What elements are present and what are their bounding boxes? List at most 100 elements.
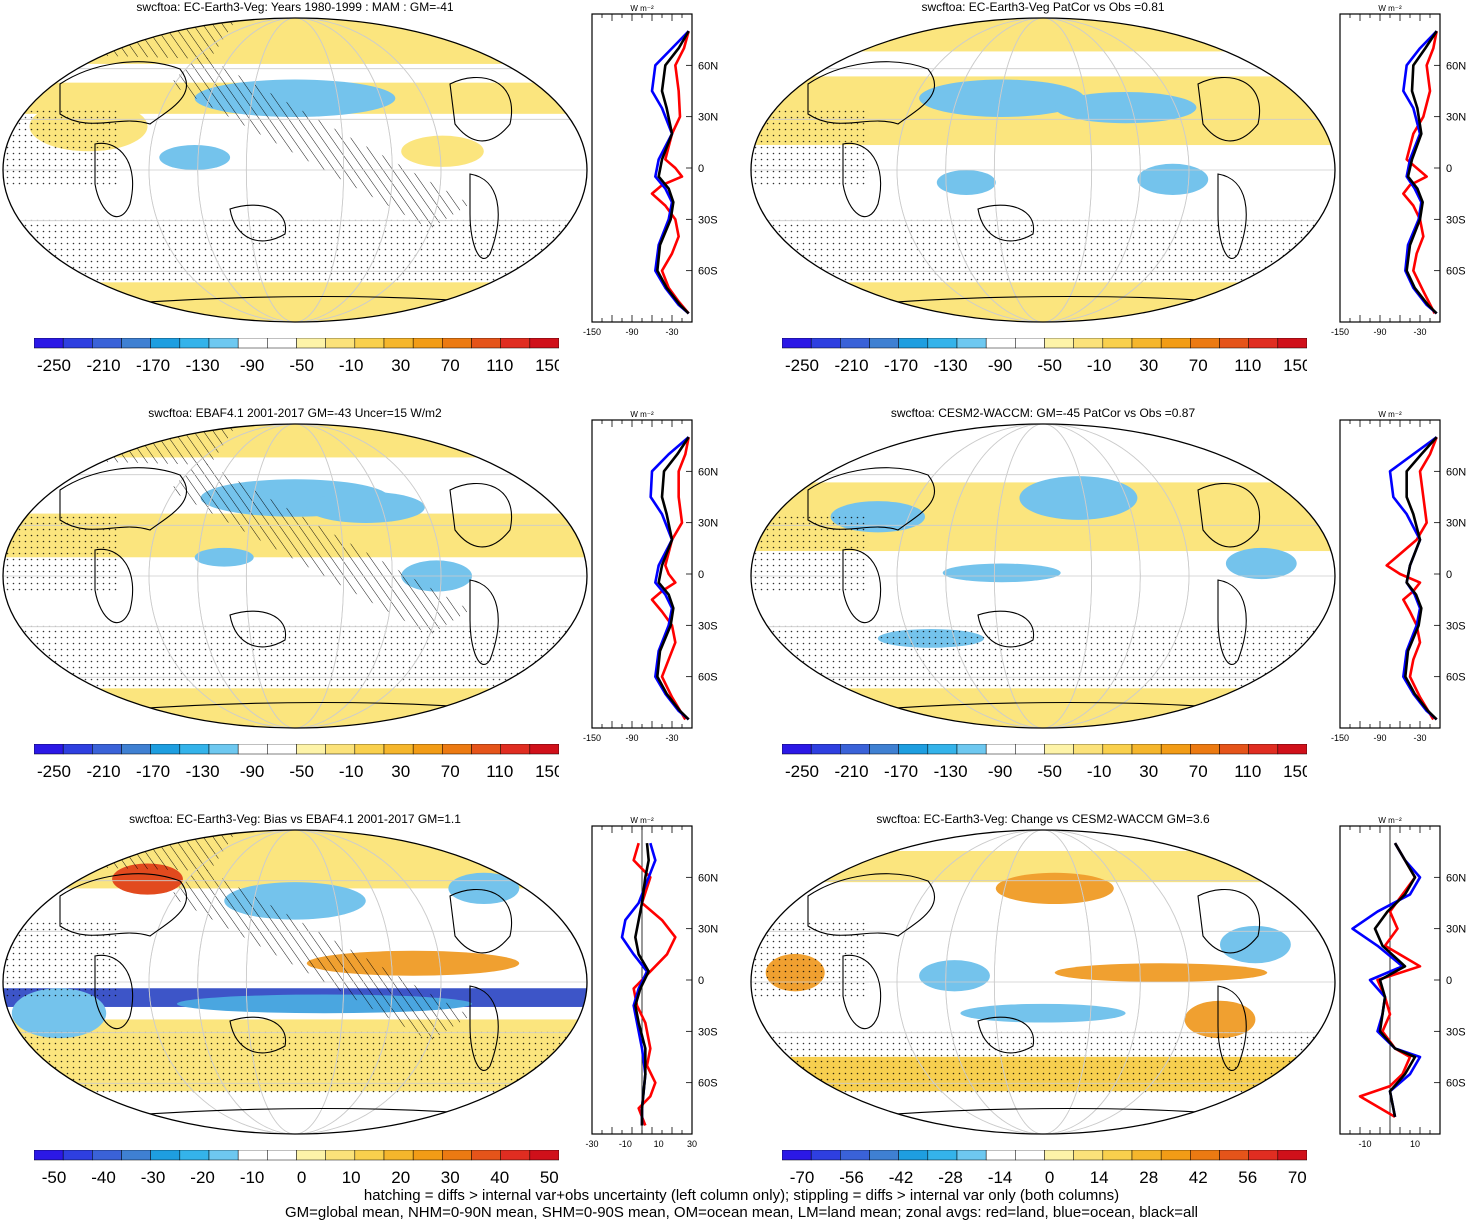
colorbar-label: 0 xyxy=(1045,1168,1054,1187)
colorbar: -250 -210 -170 -130 -90 -50 -10 30 70 110 150 xyxy=(782,744,1307,781)
colorbar-swatch xyxy=(782,744,812,755)
colorbar-label: -70 xyxy=(790,1168,815,1187)
colorbar-swatch xyxy=(1277,1150,1307,1161)
colorbar-label: -170 xyxy=(136,356,170,375)
colorbar-swatch xyxy=(1160,744,1191,755)
world-map xyxy=(750,423,1336,729)
colorbar-swatch xyxy=(985,1150,1016,1161)
y-tick-label: 30N xyxy=(1446,518,1466,530)
colorbar-swatch xyxy=(1073,338,1104,349)
zonal-series-line xyxy=(650,30,690,315)
y-tick-label: 60S xyxy=(1446,1078,1466,1090)
colorbar-swatch xyxy=(383,744,414,755)
zonal-series-line xyxy=(1388,436,1438,721)
y-tick-label: 60N xyxy=(1446,872,1466,884)
colorbar-swatch xyxy=(1131,1150,1162,1161)
x-tick-label: -30 xyxy=(665,327,678,337)
colorbar-swatch xyxy=(869,338,899,349)
colorbar-swatch xyxy=(840,744,870,755)
colorbar-swatch xyxy=(500,744,531,755)
zonal-series-line xyxy=(632,842,677,1126)
y-tick-label: 30N xyxy=(1446,112,1466,124)
colorbar-label: -30 xyxy=(141,1168,166,1187)
colorbar-label: -50 xyxy=(1037,762,1062,781)
colorbar-swatch xyxy=(121,744,151,755)
colorbar-swatch xyxy=(296,1150,326,1161)
colorbar-label: -90 xyxy=(240,356,265,375)
colorbar-label: -14 xyxy=(988,1168,1013,1187)
y-tick-label: 60S xyxy=(1446,672,1466,684)
colorbar-swatch xyxy=(1073,744,1104,755)
colorbar-label: 30 xyxy=(441,1168,460,1187)
colorbar-swatch xyxy=(956,1150,987,1161)
colorbar-swatch xyxy=(898,744,929,755)
x-tick-label: -30 xyxy=(585,1139,598,1149)
zonal-mean-plot: W m⁻² -150 -90 -30 60N 30N 0 30S 60S xyxy=(583,410,718,743)
x-tick-label: 10 xyxy=(1410,1139,1420,1149)
y-tick-label: 30N xyxy=(698,112,718,124)
y-tick-label: 60S xyxy=(698,266,718,278)
unit-label: W m⁻² xyxy=(1378,410,1402,419)
y-tick-label: 30S xyxy=(1446,214,1466,226)
y-tick-label: 60S xyxy=(698,672,718,684)
colorbar-label: -250 xyxy=(37,356,71,375)
colorbar-swatch xyxy=(1219,744,1249,755)
colorbar-label: -56 xyxy=(839,1168,864,1187)
colorbar-swatch xyxy=(1190,338,1220,349)
y-tick-label: 0 xyxy=(698,569,704,581)
colorbar-swatch xyxy=(1131,744,1162,755)
y-tick-label: 30N xyxy=(698,518,718,530)
colorbar-swatch xyxy=(1102,744,1133,755)
zonal-mean-plot: W m⁻² -10 10 60N 30N 0 30S 60S xyxy=(1339,816,1466,1149)
colorbar-swatch xyxy=(840,338,870,349)
panel-4: swcftoa: EC-Earth3-Veg: Bias vs EBAF4.1 … xyxy=(0,812,740,1217)
x-tick-label: -30 xyxy=(1413,327,1426,337)
world-map xyxy=(2,423,588,729)
colorbar-swatch xyxy=(354,744,385,755)
y-tick-label: 30N xyxy=(698,924,718,936)
colorbar-swatch xyxy=(383,1150,414,1161)
colorbar-swatch xyxy=(179,1150,210,1161)
colorbar-label: -10 xyxy=(240,1168,265,1187)
panel-2: swcftoa: EBAF4.1 2001-2017 GM=-43 Uncer=… xyxy=(0,406,740,811)
colorbar-label: -10 xyxy=(1087,762,1112,781)
colorbar-label: -130 xyxy=(186,356,220,375)
colorbar-label: 14 xyxy=(1090,1168,1109,1187)
zonal-series-line xyxy=(1373,842,1417,1118)
colorbar-swatch xyxy=(1160,338,1191,349)
colorbar-swatch xyxy=(1044,744,1074,755)
colorbar-swatch xyxy=(1190,744,1220,755)
colorbar-label: 30 xyxy=(1139,762,1158,781)
zonal-series-line xyxy=(1351,842,1422,1118)
colorbar-swatch xyxy=(782,1150,812,1161)
colorbar-label: -210 xyxy=(87,356,121,375)
colorbar-swatch xyxy=(1044,338,1074,349)
colorbar-label: -90 xyxy=(240,762,265,781)
colorbar-label: -130 xyxy=(186,762,220,781)
colorbar-swatch xyxy=(325,1150,356,1161)
colorbar-label: 150 xyxy=(1283,356,1307,375)
colorbar-label: -10 xyxy=(339,762,364,781)
x-tick-label: -90 xyxy=(1373,327,1386,337)
x-tick-label: -150 xyxy=(583,733,601,743)
y-tick-label: 60N xyxy=(698,466,718,478)
colorbar-label: -50 xyxy=(42,1168,67,1187)
colorbar-swatch xyxy=(927,744,958,755)
colorbar-swatch xyxy=(208,338,239,349)
colorbar: -70 -56 -42 -28 -14 0 14 28 42 56 70 xyxy=(782,1150,1307,1187)
colorbar-swatch xyxy=(1248,338,1279,349)
colorbar-label: -10 xyxy=(339,356,364,375)
colorbar-label: -250 xyxy=(785,762,819,781)
colorbar-swatch xyxy=(325,338,356,349)
zonal-series-line xyxy=(649,436,690,721)
colorbar-label: -42 xyxy=(889,1168,914,1187)
plot-frame xyxy=(591,419,693,729)
colorbar-swatch xyxy=(150,1150,181,1161)
colorbar-swatch xyxy=(34,744,64,755)
colorbar-swatch xyxy=(471,338,501,349)
zonal-mean-plot: W m⁻² -150 -90 -30 60N 30N 0 30S 60S xyxy=(1331,4,1466,337)
y-tick-label: 60S xyxy=(698,1078,718,1090)
world-map xyxy=(750,17,1336,323)
colorbar-swatch xyxy=(62,744,93,755)
colorbar-label: 20 xyxy=(391,1168,410,1187)
